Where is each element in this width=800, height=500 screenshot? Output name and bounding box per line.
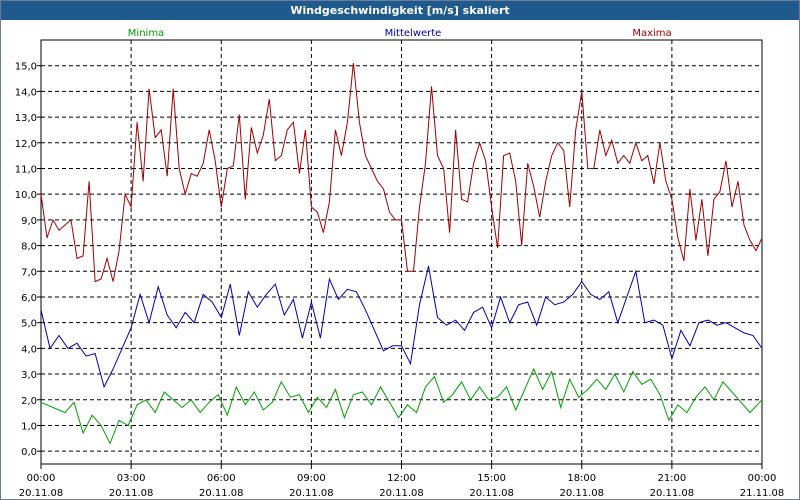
- y-tick-label: 11,0: [15, 164, 37, 175]
- grid: [41, 40, 762, 464]
- series-lines: [40, 63, 763, 445]
- y-tick-label: 1,0: [21, 421, 37, 432]
- x-tick-date: 20.11.08: [650, 488, 695, 499]
- y-tick-label: 6,0: [21, 293, 37, 304]
- x-tick-time: 06:00: [207, 473, 236, 484]
- series-line-maxima: [40, 63, 763, 283]
- y-tick-label: 14,0: [15, 87, 37, 98]
- legend-maxima: Maxima: [632, 28, 671, 39]
- y-tick-label: 5,0: [21, 319, 37, 330]
- x-tick-time: 12:00: [387, 473, 416, 484]
- y-tick-label: 13,0: [15, 113, 37, 124]
- y-tick-label: 3,0: [21, 370, 37, 381]
- x-tick-time: 15:00: [477, 473, 506, 484]
- x-tick-date: 20.11.08: [559, 488, 604, 499]
- x-tick-date: 20.11.08: [379, 488, 424, 499]
- series-line-minima: [40, 367, 763, 445]
- x-tick-date: 20.11.08: [289, 488, 334, 499]
- y-tick-label: 8,0: [21, 242, 37, 253]
- y-tick-label: 15,0: [15, 62, 37, 73]
- x-tick-time: 21:00: [657, 473, 686, 484]
- legend-mittelwerte: Mittelwerte: [385, 28, 442, 39]
- y-tick-label: 10,0: [15, 190, 37, 201]
- x-tick-date: 20.11.08: [109, 488, 154, 499]
- y-tick-label: 0,0: [21, 447, 37, 458]
- x-tick-date: 21.11.08: [740, 488, 785, 499]
- y-tick-label: 12,0: [15, 139, 37, 150]
- y-tick-label: 9,0: [21, 216, 37, 227]
- legend: Minima Mittelwerte Maxima: [128, 28, 672, 39]
- line-chart: 0,0 1,0 2,0 3,0 4,0 5,0 6,0 7,0 8,0 9,0 10,0 11,0 12…: [15, 28, 785, 499]
- y-axis-ticks: 0,0 1,0 2,0 3,0 4,0 5,0 6,0 7,0 8,0 9,0 10,0 11,0 12…: [15, 62, 41, 458]
- y-tick-label: 7,0: [21, 267, 37, 278]
- y-tick-label: 4,0: [21, 344, 37, 355]
- x-tick-time: 03:00: [117, 473, 146, 484]
- x-tick-date: 20.11.08: [199, 488, 244, 499]
- x-tick-date: 20.11.08: [19, 488, 64, 499]
- legend-minima: Minima: [128, 28, 164, 39]
- x-tick-time: 09:00: [297, 473, 326, 484]
- x-tick-time: 00:00: [748, 473, 777, 484]
- y-tick-label: 2,0: [21, 396, 37, 407]
- window-title: Windgeschwindigkeit [m/s] skaliert: [1, 1, 799, 20]
- x-tick-time: 00:00: [27, 473, 56, 484]
- x-tick-time: 18:00: [567, 473, 596, 484]
- x-tick-date: 20.11.08: [469, 488, 514, 499]
- series-line-mittelwerte: [40, 265, 763, 389]
- x-axis-ticks: 00:00 20.11.08 03:00 20.11.08 06:00 20.11.08 0…: [19, 464, 785, 499]
